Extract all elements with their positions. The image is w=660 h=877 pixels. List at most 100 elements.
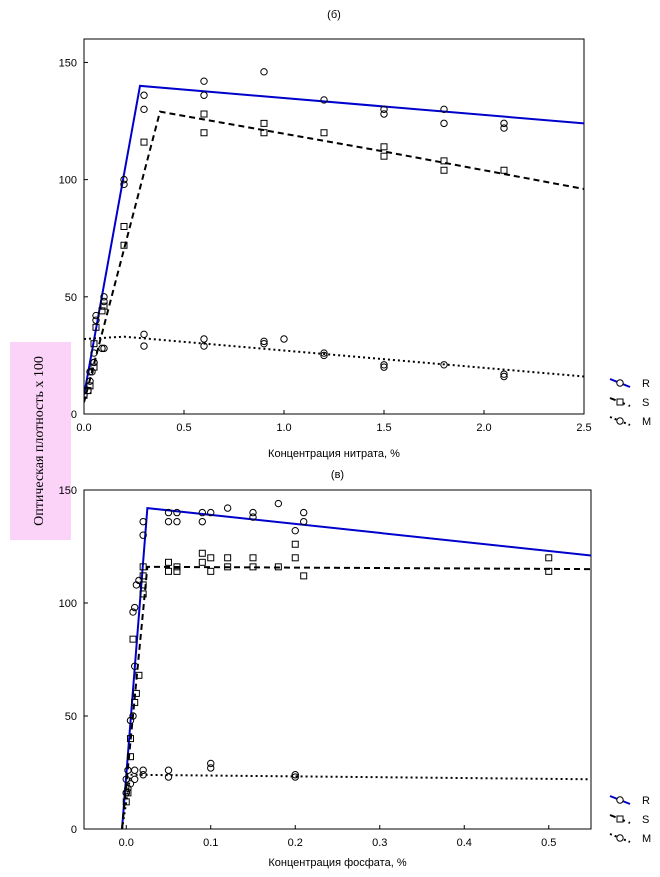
chart-c-series-r-point [300, 508, 308, 517]
chart-b-x-tick-label: 2.0 [476, 422, 491, 434]
chart-c-series-s-point [165, 558, 172, 566]
chart-b-series-m-point [84, 386, 88, 395]
chart-b-series-m-point [200, 342, 208, 350]
chart-b-series-r-point [440, 119, 448, 128]
chart-c-group: (в) 0.0 0.1 0.2 0.3 0.4 0.5 0 50 100 150 Концентрац… [59, 469, 652, 869]
chart-c-series-s-point [545, 567, 553, 575]
chart-b-series-s-point [440, 157, 448, 165]
chart-c-series-r-point [249, 508, 257, 517]
chart-c-series-s-point [207, 554, 215, 562]
chart-c-x-tick-label: 0.5 [541, 837, 556, 849]
chart-b-series-r-point [120, 180, 128, 189]
chart-b-series-s-point [90, 363, 98, 371]
chart-c-series-r-point [164, 508, 173, 517]
chart-c-plot-area [121, 499, 591, 829]
chart-b-series-m-fit-line [84, 335, 584, 378]
y-axis-label-background [10, 342, 71, 540]
chart-c-series-s-point [300, 572, 308, 580]
chart-c-legend-m-label: M [642, 833, 651, 845]
chart-c-series-s-point [173, 567, 181, 575]
chart-c-series-s-point [224, 554, 232, 562]
chart-c-x-tick-label: 0.3 [372, 837, 387, 849]
chart-b-legend-r-label: R [642, 378, 650, 390]
chart-c-y-tick-label: 50 [65, 711, 77, 723]
chart-b-series-r-point [200, 91, 208, 99]
chart-c-y-tick-label: 0 [71, 824, 77, 836]
chart-c-series-m-point [139, 766, 147, 774]
chart-c-y-tick-label: 150 [59, 485, 77, 497]
chart-b-series-s-point [380, 152, 388, 160]
chart-c-series-r-point [129, 608, 137, 616]
chart-c-series-r-point [173, 517, 181, 526]
chart-c-legend-s-marker [616, 815, 624, 823]
chart-c-series-m-point [291, 771, 299, 779]
chart-b-series-m-point [320, 349, 328, 357]
chart-c-x-tick-label: 0.4 [457, 837, 472, 849]
chart-c-y-tick-label: 100 [59, 598, 77, 610]
chart-c-series-s-point [126, 735, 134, 743]
chart-b-series-s-point [90, 340, 98, 348]
chart-c-series-m-point [126, 780, 135, 788]
chart-b-series-r-point [140, 91, 148, 99]
chart-c-series-r-point [131, 603, 139, 612]
chart-b-group: (б) 0.0 0.5 1.0 1.5 2.0 2.5 0 50 100 150 Концентрац… [59, 9, 652, 460]
chart-c-plot-frame [83, 489, 592, 830]
chart-b-y-tick-label: 0 [71, 409, 77, 421]
chart-c-series-m-point [139, 771, 147, 779]
chart-b-series-s-point [120, 241, 128, 249]
chart-b-series-r-point [260, 68, 268, 76]
chart-b-series-m-point [100, 344, 108, 353]
chart-b-series-m-point [500, 372, 508, 381]
chart-c-title: (в) [331, 469, 344, 481]
chart-b-series-r-point [140, 105, 148, 114]
chart-b-series-s-point [140, 138, 148, 146]
chart-c-series-s-point [139, 581, 147, 589]
chart-c-series-s-point [249, 563, 257, 571]
chart-c-legend-r-marker [616, 796, 624, 804]
chart-c-series-m-point [207, 759, 215, 768]
chart-c-series-s-point [207, 567, 215, 575]
chart-b-series-s-point [98, 307, 106, 315]
chart-b-plot-area [84, 68, 584, 403]
chart-b-x-tick-label: 1.0 [276, 422, 291, 434]
chart-c-series-r-point [274, 499, 283, 508]
chart-b-series-r-point [120, 175, 128, 184]
chart-c-x-tick-label: 0.0 [119, 837, 134, 849]
chart-b-series-s-point [200, 110, 208, 118]
chart-c-series-r-point [300, 517, 308, 526]
chart-c-series-r-point [198, 517, 207, 526]
chart-c-series-s-point [129, 635, 137, 643]
chart-b-series-m-point [90, 349, 98, 357]
chart-c-legend-m-marker [616, 834, 624, 842]
chart-b-series-s-point [260, 119, 268, 127]
chart-c-series-m-point [131, 766, 139, 774]
chart-b-legend-r-marker [616, 379, 624, 387]
chart-c-series-m-point [131, 775, 139, 783]
chart-c-series-s-point [139, 572, 147, 580]
chart-b-series-r-point [100, 297, 108, 306]
chart-c-series-s-point [291, 554, 299, 562]
chart-b-series-s-point [84, 387, 92, 395]
chart-b-series-s-point [380, 143, 388, 151]
chart-b-series-m-point [200, 335, 208, 343]
chart-b-series-r-point [92, 316, 100, 324]
chart-c-series-m-point [164, 773, 173, 781]
chart-c-series-r-point [173, 508, 181, 517]
chart-b-series-m-point [90, 358, 98, 367]
chart-b-x-tick-label: 0.5 [176, 422, 191, 434]
chart-c-x-axis-label: Концентрация фосфата, % [268, 857, 406, 869]
chart-c-series-s-point [132, 689, 140, 697]
chart-c-series-s-point [135, 671, 143, 679]
chart-b-legend-s-label: S [642, 397, 649, 409]
chart-b-series-m-point [380, 363, 388, 371]
chart-b-series-s-point [86, 382, 94, 390]
chart-b-series-s-point [500, 166, 508, 174]
chart-b-x-axis-label: Концентрация нитрата, % [268, 448, 400, 460]
chart-c-series-m-point [122, 789, 130, 797]
chart-b-series-m-point [86, 368, 94, 376]
chart-b-series-r-point [380, 105, 388, 114]
chart-b-y-tick-label: 150 [59, 57, 77, 69]
chart-b-series-s-point [120, 223, 128, 230]
chart-b-series-r-point [380, 110, 388, 118]
chart-b-series-s-point [440, 166, 448, 174]
